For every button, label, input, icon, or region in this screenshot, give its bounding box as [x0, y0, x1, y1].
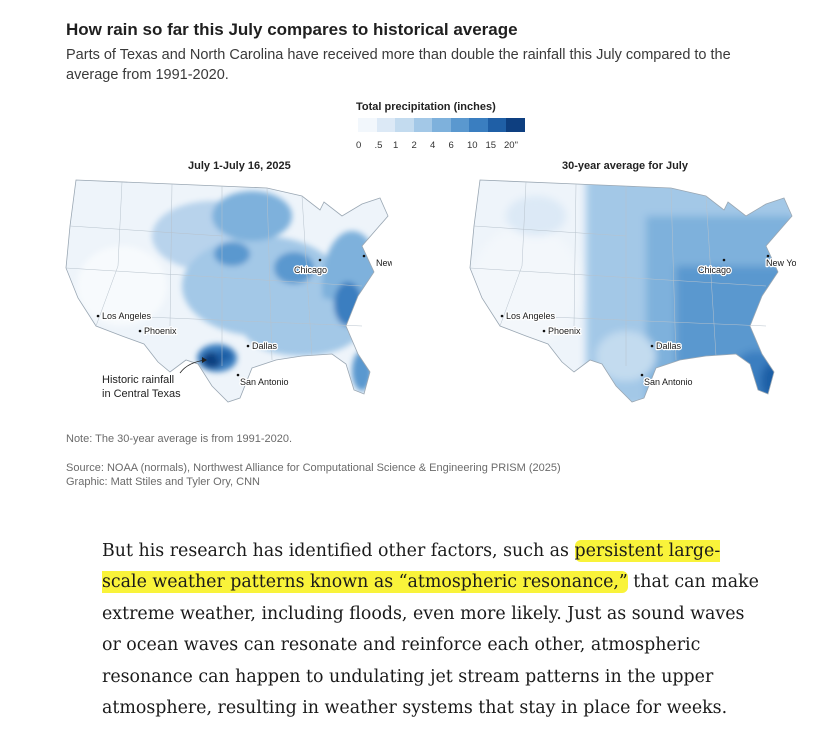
article-paragraph: But his research has identified other fa… — [102, 536, 762, 724]
city-label-phoenix: Phoenix — [144, 326, 177, 336]
legend-swatch — [450, 118, 469, 132]
city-markers: Chicago New York Los Angeles Phoenix Dal… — [96, 254, 392, 388]
rainfall-graphic: How rain so far this July compares to hi… — [56, 10, 796, 500]
article-text-before: But his research has identified other fa… — [102, 541, 575, 561]
credit-line: Graphic: Matt Stiles and Tyler Ory, CNN — [66, 476, 260, 488]
legend-swatch — [487, 118, 506, 132]
graphic-title: How rain so far this July compares to hi… — [66, 20, 518, 39]
annotation-arrowhead — [202, 357, 207, 363]
graphic-note: Note: The 30-year average is from 1991-2… — [66, 433, 293, 445]
legend-tick-label: 4 — [430, 140, 436, 151]
city-dot-san-antonio — [236, 373, 240, 377]
city-label-los-angeles: Los Angeles — [102, 311, 152, 321]
city-label-new-york: New York — [376, 258, 392, 268]
map-average: Chicago New York Los Angeles Phoenix Dal… — [469, 179, 796, 403]
legend-tick-label: .5 — [374, 140, 383, 151]
city-dot-chicago — [722, 258, 726, 262]
legend-swatch — [395, 118, 414, 132]
map-title-2025: July 1-July 16, 2025 — [188, 160, 291, 172]
city-label-san-antonio: San Antonio — [240, 377, 289, 387]
city-dot-dallas — [246, 344, 250, 348]
city-label-phoenix: Phoenix — [548, 326, 581, 336]
city-label-san-antonio: San Antonio — [644, 377, 693, 387]
article-text-after: that can make extreme weather, including… — [102, 572, 759, 719]
city-dot-phoenix — [138, 329, 142, 333]
city-dot-chicago — [318, 258, 322, 262]
city-label-dallas: Dallas — [656, 341, 682, 351]
legend-swatch — [469, 118, 488, 132]
city-dot-los-angeles — [96, 314, 100, 318]
legend-tick-label: 20" — [504, 140, 518, 151]
annotation-text: Historic rainfall in Central Texas — [102, 373, 222, 401]
graphic-source: Source: NOAA (normals), Northwest Allian… — [66, 461, 766, 489]
city-label-chicago: Chicago — [294, 265, 327, 275]
graphic-subtitle: Parts of Texas and North Carolina have r… — [66, 47, 731, 83]
legend-swatch — [432, 118, 451, 132]
city-label-dallas: Dallas — [252, 341, 278, 351]
city-dot-new-york — [362, 254, 366, 258]
legend-tick-label: 6 — [448, 140, 454, 151]
city-label-new-york: New York — [766, 258, 796, 268]
annotation-line-2: in Central Texas — [102, 388, 181, 400]
city-dot-san-antonio — [640, 373, 644, 377]
legend-swatch — [376, 118, 395, 132]
legend-swatch — [358, 118, 377, 132]
city-dot-new-york — [766, 254, 770, 258]
legend-tick-label: 10 — [467, 140, 478, 151]
annotation-line-1: Historic rainfall — [102, 374, 175, 386]
map-title-average: 30-year average for July — [562, 160, 688, 172]
city-label-los-angeles: Los Angeles — [506, 311, 556, 321]
city-dot-los-angeles — [500, 314, 504, 318]
city-dot-dallas — [650, 344, 654, 348]
legend-ticks: 0 .5 1 2 4 6 10 15 20" — [350, 140, 540, 154]
legend-title: Total precipitation (inches) — [356, 101, 496, 113]
city-label-chicago: Chicago — [698, 265, 731, 275]
legend-tick-label: 15 — [485, 140, 497, 151]
city-markers-average: Chicago New York Los Angeles Phoenix Dal… — [500, 254, 796, 388]
map-2025: Chicago New York Los Angeles Phoenix Dal… — [65, 179, 392, 403]
city-dot-phoenix — [542, 329, 546, 333]
legend-color-scale — [358, 118, 525, 132]
legend-tick-label: 0 — [356, 140, 362, 151]
source-line: Source: NOAA (normals), Northwest Allian… — [66, 462, 561, 474]
legend-tick-label: 2 — [411, 140, 417, 151]
legend-swatch — [506, 118, 525, 132]
legend-swatch — [413, 118, 432, 132]
legend-tick-label: 1 — [393, 140, 399, 151]
